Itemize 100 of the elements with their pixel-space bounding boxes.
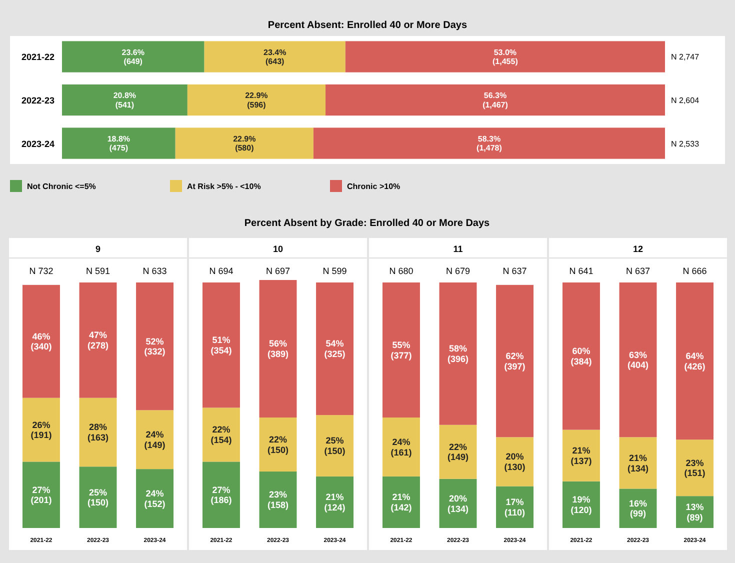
- bar: [22, 398, 60, 462]
- bar: [382, 282, 420, 418]
- bar: [676, 282, 714, 440]
- bar: [619, 282, 657, 438]
- total-label: N 633: [142, 266, 167, 276]
- chart-title: 10: [272, 244, 284, 254]
- data-label: 46% (340): [30, 331, 52, 352]
- data-label: 17% (110): [504, 497, 526, 518]
- total-label: N 637: [502, 266, 527, 276]
- bar: [562, 430, 600, 482]
- bar: [202, 282, 240, 408]
- total-label: N 732: [29, 266, 54, 276]
- bar: [439, 282, 477, 425]
- bar: [22, 462, 60, 528]
- chart-title: 11: [453, 244, 463, 254]
- data-label: 21% (124): [324, 492, 346, 513]
- data-label: 23.4% (643): [264, 48, 286, 66]
- total-label: N 697: [266, 266, 290, 276]
- bar: [676, 440, 714, 496]
- bar: [79, 466, 117, 528]
- data-label: 58.3% (1,478): [476, 134, 502, 153]
- bar: [187, 84, 326, 116]
- bar: [259, 418, 297, 472]
- bar: [259, 472, 297, 528]
- legend-label: Not Chronic <=5%: [27, 182, 96, 191]
- bar: [316, 476, 354, 528]
- bar: [619, 437, 657, 489]
- bar: [136, 410, 174, 470]
- data-label: 23.6% (649): [122, 48, 144, 66]
- data-label: 22.9% (580): [233, 134, 256, 153]
- total-label: N 641: [569, 266, 594, 276]
- chart-title: Percent Absent: Enrolled 40 or More Days: [268, 20, 468, 31]
- data-label: 23% (158): [267, 490, 289, 510]
- total-label: N 2,533: [671, 139, 700, 148]
- bar: [79, 282, 117, 398]
- y-tick-label: 2023-24: [21, 138, 55, 149]
- data-label: 24% (152): [144, 488, 166, 509]
- bar: [382, 418, 420, 476]
- bar: [562, 282, 600, 430]
- data-label: 21% (137): [570, 446, 592, 466]
- bar: [496, 486, 534, 528]
- bar: [136, 282, 174, 410]
- bar: [62, 84, 188, 116]
- bar: [496, 284, 534, 438]
- data-label: 58% (396): [447, 344, 469, 364]
- bar: [316, 282, 354, 416]
- bar: [202, 408, 240, 462]
- total-label: N 599: [322, 266, 347, 276]
- data-label: 54% (325): [324, 338, 346, 360]
- bar: [313, 128, 665, 159]
- data-label: 20.8% (541): [113, 91, 136, 110]
- data-label: 19% (120): [570, 494, 592, 515]
- bar: [496, 437, 534, 486]
- data-label: 20% (130): [504, 452, 526, 472]
- bar: [345, 41, 665, 72]
- bar: [175, 128, 314, 159]
- total-label: N 666: [682, 266, 707, 276]
- data-label: 62% (397): [504, 351, 526, 372]
- data-label: 55% (377): [390, 340, 412, 360]
- data-label: 23% (151): [684, 458, 706, 478]
- data-label: 47% (278): [87, 330, 109, 350]
- data-label: 16% (99): [628, 498, 648, 519]
- bar: [22, 284, 60, 398]
- y-tick-label: 2021-22: [21, 52, 55, 62]
- total-label: N 591: [86, 266, 110, 276]
- data-label: 22% (149): [447, 442, 469, 462]
- bar: [382, 476, 420, 528]
- bar: [79, 398, 117, 467]
- total-label: N 2,604: [671, 96, 700, 105]
- chart-title: 9: [95, 244, 101, 254]
- total-label: N 679: [446, 266, 470, 276]
- bar: [202, 462, 240, 528]
- data-label: 20% (134): [447, 493, 469, 514]
- data-label: 22.9% (596): [245, 91, 268, 110]
- data-label: 24% (161): [390, 436, 412, 458]
- bar: [439, 424, 477, 479]
- data-label: 26% (191): [30, 420, 52, 440]
- data-label: 64% (426): [684, 351, 706, 372]
- data-label: 21% (134): [627, 452, 649, 474]
- total-label: N 637: [626, 266, 650, 276]
- data-label: 27% (186): [210, 484, 232, 506]
- data-label: 63% (404): [627, 350, 649, 370]
- data-label: 60% (384): [570, 346, 592, 366]
- data-label: 24% (149): [144, 430, 166, 450]
- total-label: N 694: [209, 266, 234, 276]
- text: Percent Absent by Grade: Enrolled 40 or More Days: [244, 218, 490, 229]
- data-label: 22% (150): [267, 434, 289, 455]
- bar: [62, 128, 176, 159]
- bar: [204, 41, 346, 72]
- legend-label: At Risk >5% - <10%: [187, 182, 261, 191]
- data-label: 25% (150): [87, 487, 109, 508]
- bar: [562, 481, 600, 528]
- legend-label: Chronic >10%: [347, 182, 400, 191]
- bar: [62, 41, 204, 72]
- data-label: 21% (142): [390, 492, 412, 513]
- data-label: 56.3% (1,467): [482, 91, 508, 110]
- total-label: N 680: [389, 266, 414, 276]
- data-label: 25% (150): [324, 436, 346, 456]
- data-label: 51% (354): [210, 335, 232, 356]
- data-label: 56% (389): [267, 338, 289, 360]
